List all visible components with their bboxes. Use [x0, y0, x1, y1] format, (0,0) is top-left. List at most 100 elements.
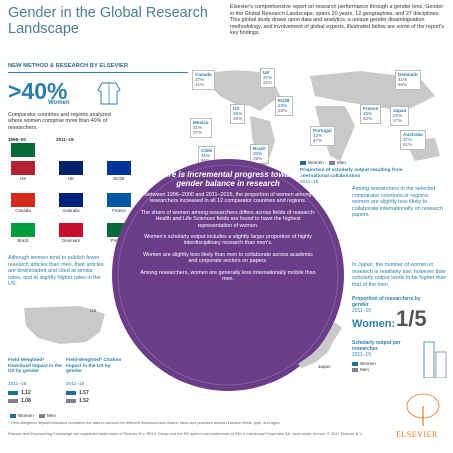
- value-men: 25%: [253, 156, 263, 162]
- value-men: 1.08: [21, 398, 31, 404]
- map-box: Mexico 31% 37%: [190, 118, 212, 138]
- value-men: 29%: [233, 116, 243, 122]
- value-women: 31%: [193, 125, 203, 131]
- country: UK: [263, 70, 270, 75]
- country: Australia: [403, 132, 423, 137]
- prop-title: Proportion of researchers by gender: [352, 296, 421, 308]
- map-label: Japan: [318, 364, 331, 369]
- map-box: EU28 22% 28%: [275, 96, 293, 116]
- footnote: * Field-Weighted Impact indicators norma…: [8, 420, 281, 425]
- legend: Women Men: [10, 413, 56, 418]
- flag-label: Australia: [62, 208, 80, 213]
- legend: Women Men: [300, 160, 346, 165]
- stat: >40%: [8, 78, 68, 104]
- output-title: Scholarly output per researcher: [352, 340, 401, 352]
- flag: [59, 223, 83, 237]
- value-women: 42%: [313, 133, 323, 139]
- map-box: Japan 22% 27%: [390, 106, 410, 126]
- impact: Field-Weighted* Download Impact in the U…: [8, 358, 168, 418]
- flag-label: France: [112, 208, 126, 213]
- flag-label: US: [19, 176, 27, 181]
- title: Gender in the Global Research Landscape: [8, 5, 208, 37]
- swatch: [39, 413, 46, 418]
- value-women: 20%: [253, 151, 263, 157]
- flag: [11, 193, 35, 207]
- women-ratio: 1/5: [396, 306, 427, 331]
- us-text: Although women tend to publish fewer res…: [8, 255, 104, 287]
- map-period: 2011–15: [300, 180, 319, 185]
- value-women: 37%: [263, 75, 273, 81]
- value-men: 52%: [363, 116, 373, 122]
- period: 1996–00: [8, 137, 26, 142]
- swatch: [329, 160, 336, 165]
- value-men: 45%: [263, 80, 273, 86]
- flag: [107, 193, 131, 207]
- value-women: 1.57: [79, 390, 89, 396]
- legend-label: Women: [18, 413, 34, 418]
- value-women: 45%: [201, 153, 211, 159]
- legal: Elsevier and Empowering Knowledge are re…: [8, 431, 363, 436]
- value-men: 55%: [398, 82, 408, 88]
- map-box: US 25% 29%: [230, 104, 246, 124]
- stat-label: Women: [48, 100, 70, 106]
- subtitle: NEW METHOD & RESEARCH BY ELSEVIER: [8, 63, 129, 69]
- value-men: 41%: [195, 82, 205, 88]
- value-women: 25%: [233, 111, 243, 117]
- country: US: [233, 106, 240, 111]
- map-labels: Canada 37% 41% UK 37% 45% Denmark 41% 55% Mexico 3…: [190, 66, 452, 178]
- country: Denmark: [398, 72, 418, 77]
- flag: [59, 193, 83, 207]
- buildings-icon: [423, 341, 447, 378]
- prop-period: 2011–15: [352, 308, 372, 314]
- value-men: 47%: [313, 138, 323, 144]
- us-map: [24, 306, 105, 344]
- value-women: 37%: [195, 77, 205, 83]
- map-box: Portugal 42% 47%: [310, 126, 335, 146]
- flag: [11, 161, 35, 175]
- flag-label: EU28: [113, 176, 125, 181]
- flag-label: UK: [67, 176, 75, 181]
- swatch: [352, 361, 358, 366]
- impact-period: 2011–15: [8, 382, 27, 387]
- flag-label: Brazil: [17, 238, 29, 243]
- value-women: 22%: [278, 103, 288, 109]
- country: Mexico: [193, 120, 209, 125]
- point: The share of women among researchers dif…: [140, 209, 316, 229]
- circle-title: There is incremental progress towards ge…: [154, 170, 302, 188]
- logo: ELSEVIER: [396, 430, 438, 439]
- bar-men: [66, 399, 76, 403]
- legend-label: Women: [308, 160, 324, 165]
- flags: US UK EU28 Canada Australia France Brazil Denma…: [8, 143, 131, 243]
- bar-men: [8, 399, 18, 403]
- impact-title: Field-Weighted* Download Impact in the U…: [8, 358, 62, 375]
- flag: [11, 143, 35, 157]
- legend-label: Women: [360, 361, 376, 366]
- logo-tree: [406, 393, 440, 426]
- country: Japan: [393, 108, 407, 113]
- output-period: 2011–15: [352, 352, 372, 358]
- map-box: Canada 37% 41%: [192, 70, 215, 90]
- japan-map: [298, 322, 342, 368]
- value-men: 37%: [193, 130, 203, 136]
- bar-women: [8, 391, 18, 395]
- japan-text: In Japan, the number of women in researc…: [352, 262, 447, 288]
- flag-label: Canada: [15, 208, 31, 213]
- point: Women are slightly less likely than men …: [142, 251, 314, 265]
- women-label: Women:: [352, 318, 396, 330]
- rule: [8, 72, 188, 73]
- impact-title: Field-Weighted* Citation Impact in the U…: [66, 358, 122, 375]
- map-box: Australia 37% 51%: [400, 130, 426, 150]
- country: Canada: [195, 72, 212, 77]
- country: Portugal: [313, 128, 332, 133]
- map-box: Denmark 41% 55%: [395, 70, 421, 90]
- value-men: 51%: [403, 142, 413, 148]
- collab-text: Among researchers in the selected compar…: [352, 186, 444, 218]
- value-men: 27%: [393, 118, 403, 124]
- value-men: 56%: [201, 158, 211, 164]
- point: Among researchers, women are generally l…: [140, 269, 316, 283]
- country: Chile: [201, 148, 213, 153]
- map-box: UK 37% 45%: [260, 68, 276, 88]
- circle-points: Between 1996–2000 and 2011–2015, the pro…: [138, 192, 318, 287]
- country: EU28: [278, 98, 290, 103]
